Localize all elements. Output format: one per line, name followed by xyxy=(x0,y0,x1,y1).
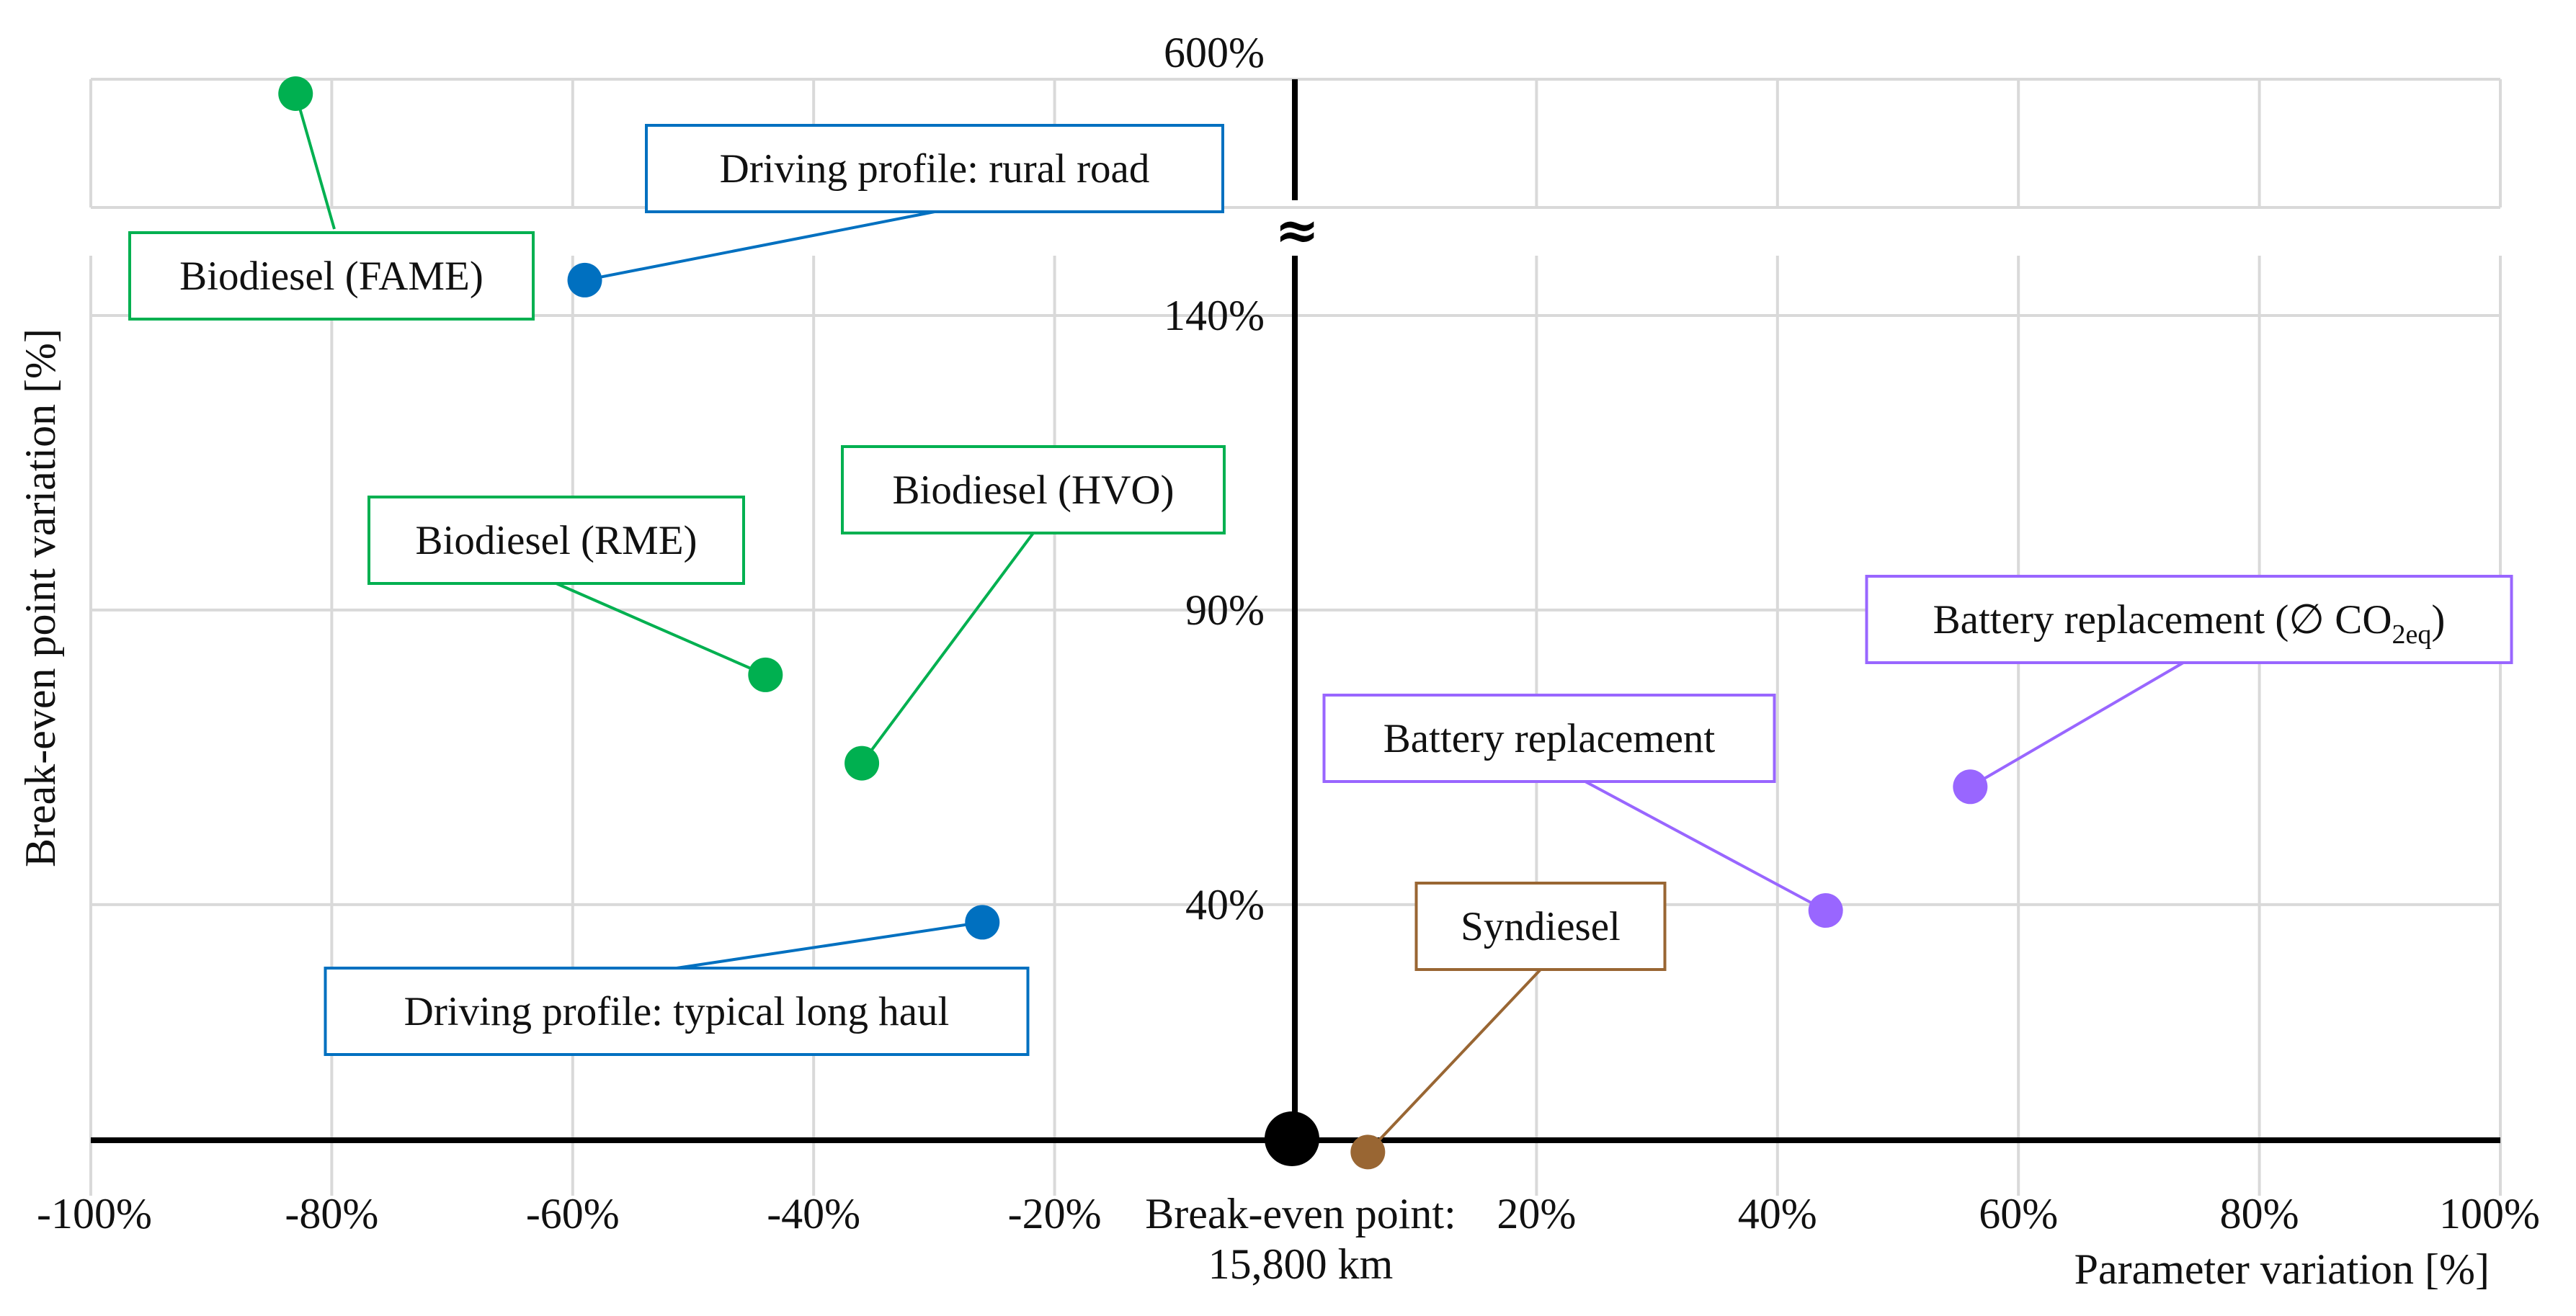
x-tick-label: 100% xyxy=(2439,1190,2540,1237)
y-axis-break-symbol: ≈ xyxy=(1275,200,1319,261)
annotation-label: Battery replacement xyxy=(1383,716,1716,761)
annotation-box xyxy=(645,124,1224,213)
x-tick-label: -100% xyxy=(37,1190,152,1237)
x-tick-label: -40% xyxy=(767,1190,860,1237)
data-points xyxy=(278,76,1988,1170)
annotation-label: Biodiesel (HVO) xyxy=(892,467,1174,513)
annotation-box xyxy=(1414,882,1667,971)
annotation-label: Biodiesel (FAME) xyxy=(179,254,483,299)
data-point xyxy=(1350,1134,1386,1170)
data-point xyxy=(748,657,783,692)
annotation-box xyxy=(1865,575,2513,664)
data-point xyxy=(965,905,1000,940)
annotation-box xyxy=(841,445,1226,534)
x-axis-title: Parameter variation [%] xyxy=(2074,1245,2490,1293)
y-axis-title: Break-even point variation [%] xyxy=(17,328,64,867)
y-tick-label: 140% xyxy=(1164,292,1265,339)
leader-line xyxy=(556,582,767,676)
annotations: Biodiesel (FAME) Driving profile: rural r… xyxy=(128,124,2513,1056)
y-tick-label: 600% xyxy=(1164,29,1265,76)
data-point xyxy=(844,746,880,781)
annotation-label: Driving profile: rural road xyxy=(720,146,1150,192)
x-tick-label: 60% xyxy=(1979,1190,2058,1237)
leader-line xyxy=(676,921,983,970)
leader-line xyxy=(1969,661,2185,789)
tick-labels: -100% -80% -60% -40% -20% 20% 40% 60% 80% 100% 40%… xyxy=(37,29,2540,1237)
y-tick-label: 40% xyxy=(1185,881,1265,928)
break-even-origin-marker xyxy=(1265,1111,1319,1166)
annotation-box xyxy=(128,231,535,321)
origin: Break-even point: 15,800 km xyxy=(1145,1111,1456,1288)
leader-line xyxy=(860,532,1035,764)
annotation-label: Syndiesel xyxy=(1461,904,1621,949)
data-point xyxy=(567,262,602,297)
leader-line xyxy=(1366,968,1542,1153)
origin-label-line1: Break-even point: xyxy=(1145,1190,1456,1237)
data-point xyxy=(1808,893,1843,928)
annotation-box xyxy=(367,496,745,585)
x-tick-label: 80% xyxy=(2220,1190,2299,1237)
x-tick-label: -60% xyxy=(526,1190,620,1237)
y-tick-label: 90% xyxy=(1185,586,1265,634)
data-point xyxy=(1953,769,1988,805)
annotation-box xyxy=(324,967,1030,1056)
annotation-box xyxy=(1322,694,1776,783)
x-tick-label: 40% xyxy=(1738,1190,1817,1237)
x-tick-label: -80% xyxy=(285,1190,378,1237)
data-point xyxy=(278,76,313,111)
leader-line xyxy=(584,210,935,282)
annotation-label: Driving profile: typical long haul xyxy=(404,989,950,1034)
x-tick-label: -20% xyxy=(1008,1190,1102,1237)
leader-line xyxy=(1585,780,1827,912)
leader-line xyxy=(294,93,336,230)
origin-label-line2: 15,800 km xyxy=(1208,1240,1394,1288)
leader-lines xyxy=(294,93,2185,1153)
x-tick-label: 20% xyxy=(1497,1190,1576,1237)
annotation-label: Biodiesel (RME) xyxy=(415,518,697,563)
annotation-label: Battery replacement (∅ CO2eq) xyxy=(1933,597,2446,650)
